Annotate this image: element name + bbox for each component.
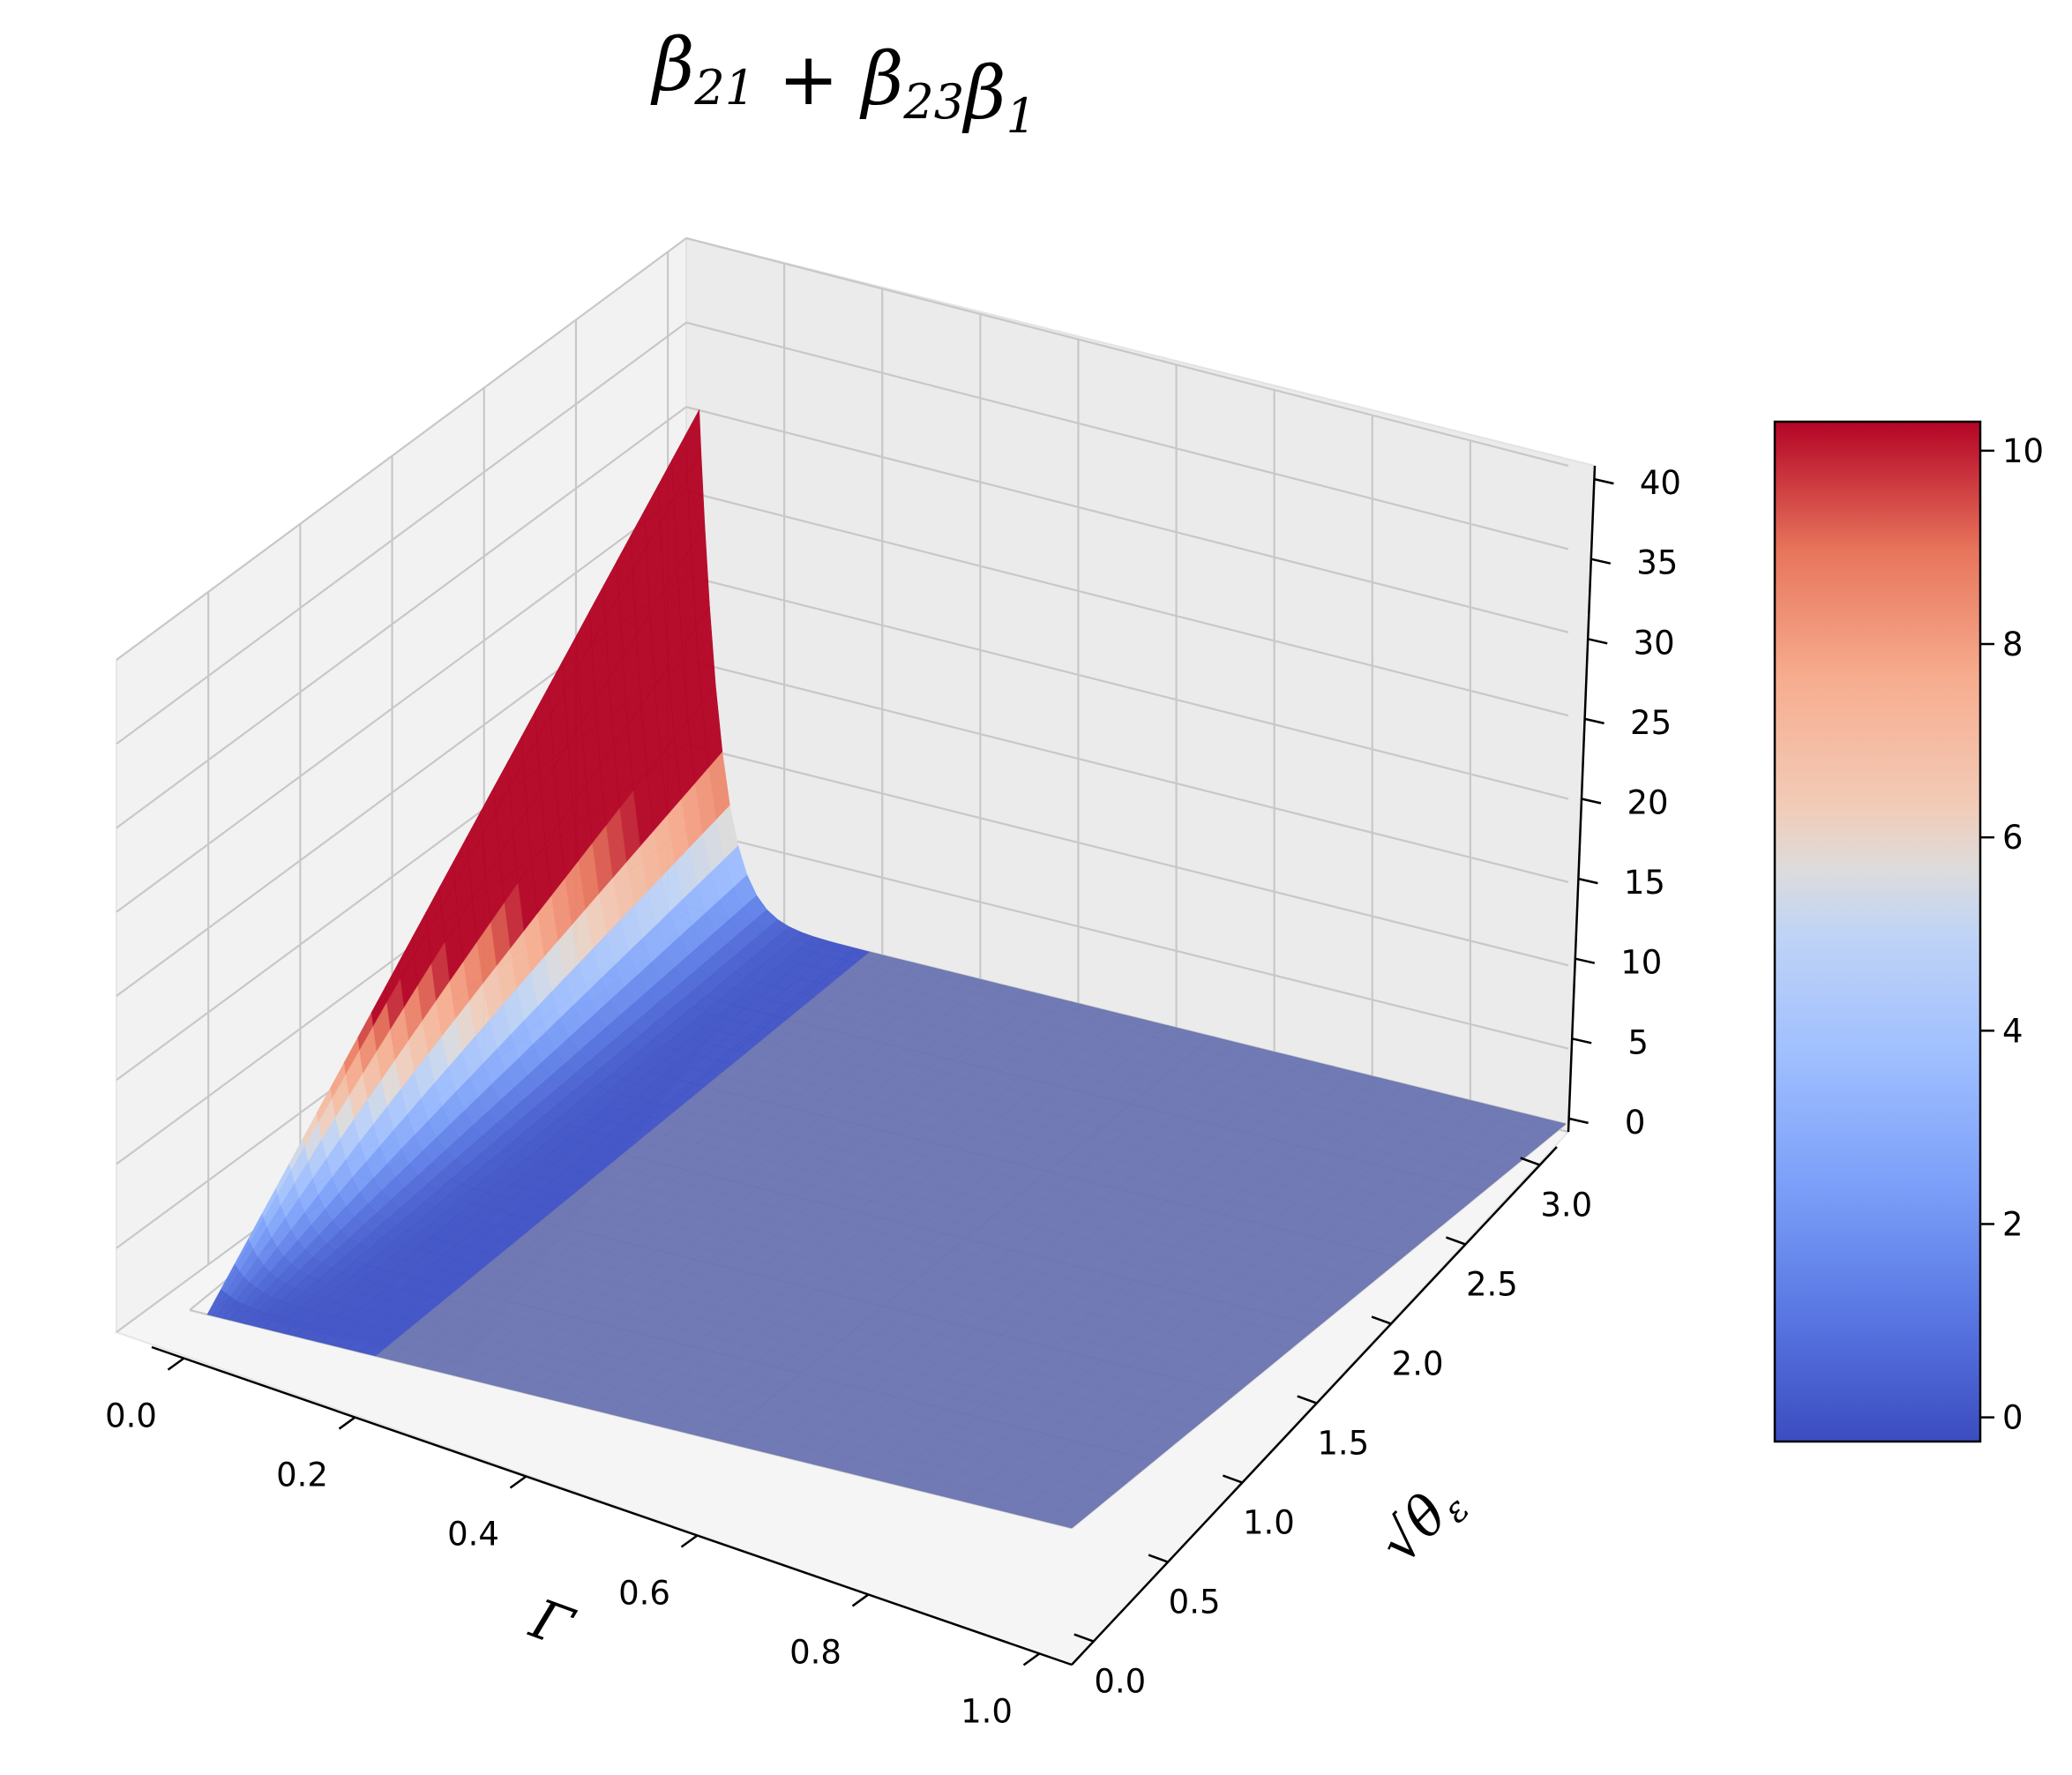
z-tick-label: 40 — [1640, 464, 1681, 502]
theta-axis-line — [1071, 1146, 1558, 1666]
z-tick — [1578, 877, 1598, 885]
grid-line — [116, 321, 687, 745]
colorbar-tick-label: 6 — [2002, 819, 2023, 857]
theta-axis-label: √θε — [1366, 1468, 1477, 1579]
colorbar-tick-label: 4 — [2002, 1012, 2023, 1050]
z-tick-label: 30 — [1634, 624, 1675, 662]
theta-tick — [1520, 1157, 1541, 1166]
grid-line — [116, 406, 687, 829]
gamma-tick — [851, 1593, 870, 1607]
gamma-axis-line — [151, 1345, 1073, 1666]
grid-line — [685, 659, 1569, 883]
theta-tick — [1297, 1395, 1318, 1404]
gamma-tick-label: 0.6 — [618, 1574, 670, 1612]
colorbar-tick-label: 8 — [2002, 625, 2023, 663]
grid-line — [685, 574, 1569, 800]
surface-patch — [1043, 1509, 1087, 1529]
z-tick — [1571, 1037, 1592, 1045]
colorbar-ticks: 0 2 4 6 8 10 — [1980, 432, 2044, 1437]
theta-tick — [1073, 1633, 1095, 1643]
colorbar-tick-label: 10 — [2002, 432, 2044, 470]
theta-tick-label: 2.5 — [1466, 1266, 1518, 1304]
gamma-tick-label: 0.8 — [789, 1633, 842, 1671]
theta-tick — [1148, 1554, 1169, 1563]
z-tick — [1590, 558, 1612, 565]
gamma-tick-label: 0.4 — [447, 1516, 499, 1554]
theta-tick-label: 1.5 — [1317, 1425, 1369, 1463]
grid-line — [116, 490, 687, 913]
theta-tick-label: 0.5 — [1169, 1584, 1221, 1621]
z-tick — [1584, 717, 1604, 725]
z-tick — [1568, 1117, 1589, 1125]
colorbar-tick-label: 2 — [2002, 1205, 2023, 1243]
colorbar-gradient — [1773, 420, 1982, 1443]
title-text: β21 + β23β1 — [650, 24, 1036, 144]
z-tick — [1581, 798, 1602, 805]
gamma-tick — [1022, 1652, 1041, 1666]
gamma-tick — [167, 1357, 185, 1371]
gamma-tick-label: 0.0 — [105, 1397, 157, 1435]
theta-tick-label: 3.0 — [1540, 1187, 1592, 1225]
surface-plot — [206, 408, 1567, 1529]
theta-tick-label: 1.0 — [1243, 1504, 1295, 1542]
z-tick-label: 5 — [1627, 1023, 1649, 1061]
gamma-tick — [509, 1475, 527, 1489]
grid-line — [685, 490, 1569, 717]
theta-tick-label: 2.0 — [1392, 1345, 1444, 1383]
grid-line — [685, 743, 1569, 967]
grid-line — [685, 321, 1569, 550]
grid-line — [685, 828, 1569, 1050]
grid-line — [116, 237, 687, 661]
gamma-tick-label: 1.0 — [961, 1692, 1013, 1730]
theta-tick — [1445, 1236, 1466, 1246]
gamma-tick — [338, 1416, 356, 1430]
theta-tick — [1222, 1474, 1243, 1484]
theta-tick-label: 0.0 — [1094, 1663, 1146, 1701]
colorbar-tick-label: 0 — [2002, 1399, 2023, 1437]
gamma-tick — [680, 1534, 699, 1548]
gamma-tick-label: 0.2 — [276, 1457, 328, 1494]
chart-title: β21 + β23β1 — [650, 24, 1036, 144]
z-tick-label: 15 — [1624, 864, 1665, 902]
z-tick-label: 35 — [1636, 544, 1678, 582]
gamma-axis-label: Γ — [522, 1586, 582, 1660]
axes: 0.0 0.2 0.4 0.6 0.8 1.0 Γ 0.0 0.5 1.0 1.5 2.0 2.5 3.0… — [105, 464, 1681, 1730]
z-tick-label: 0 — [1625, 1104, 1646, 1142]
theta-tick — [1371, 1315, 1392, 1325]
z-tick-label: 20 — [1627, 784, 1668, 822]
z-tick — [1587, 638, 1608, 645]
z-tick — [1594, 477, 1614, 485]
z-tick — [1575, 957, 1596, 964]
grid-line — [685, 236, 1569, 468]
colorbar: 0 2 4 6 8 10 — [1773, 420, 2044, 1443]
grid-line — [685, 406, 1569, 633]
z-tick-label: 10 — [1620, 944, 1662, 982]
z-tick-label: 25 — [1630, 704, 1672, 742]
